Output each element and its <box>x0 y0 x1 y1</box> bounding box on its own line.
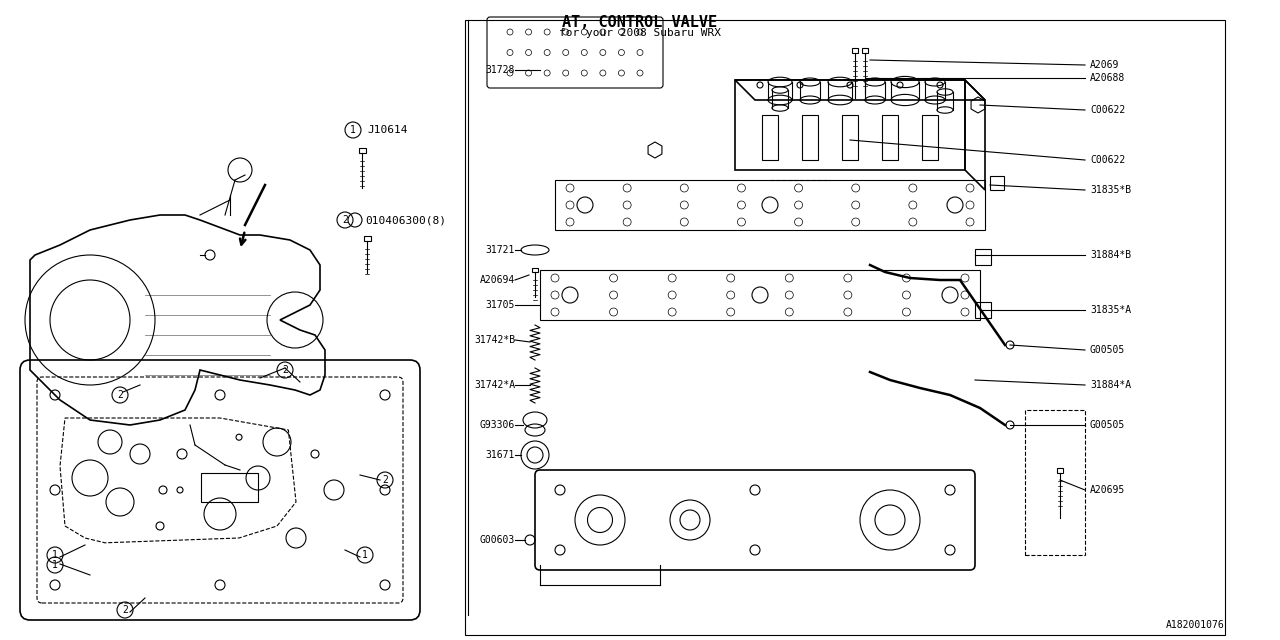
Text: 1: 1 <box>52 550 58 560</box>
Text: C00622: C00622 <box>1091 155 1125 165</box>
Text: 31835*A: 31835*A <box>1091 305 1132 315</box>
Text: 31705: 31705 <box>485 300 515 310</box>
Text: G00505: G00505 <box>1091 420 1125 430</box>
Bar <box>1025 410 1085 555</box>
Bar <box>861 47 868 52</box>
Text: 31742*A: 31742*A <box>474 380 515 390</box>
Bar <box>532 268 538 272</box>
Bar <box>882 115 899 160</box>
Text: J10614: J10614 <box>367 125 407 135</box>
Text: 31884*A: 31884*A <box>1091 380 1132 390</box>
Text: 2: 2 <box>122 605 128 615</box>
Text: 31884*B: 31884*B <box>1091 250 1132 260</box>
Bar <box>1057 467 1062 472</box>
Text: A182001076: A182001076 <box>1166 620 1225 630</box>
Text: 1: 1 <box>52 560 58 570</box>
Text: A20688: A20688 <box>1091 73 1125 83</box>
Text: 31721: 31721 <box>485 245 515 255</box>
Text: G00603: G00603 <box>480 535 515 545</box>
Text: A20694: A20694 <box>480 275 515 285</box>
Text: 31835*B: 31835*B <box>1091 185 1132 195</box>
Text: 31742*B: 31742*B <box>474 335 515 345</box>
Text: 1: 1 <box>362 550 367 560</box>
Bar <box>842 115 858 160</box>
Text: G93306: G93306 <box>480 420 515 430</box>
Text: 2: 2 <box>282 365 288 375</box>
Text: 010406300(8): 010406300(8) <box>365 215 445 225</box>
Text: A2069: A2069 <box>1091 60 1120 70</box>
Text: 2: 2 <box>116 390 123 400</box>
Bar <box>922 115 938 160</box>
Bar <box>762 115 778 160</box>
Text: G00505: G00505 <box>1091 345 1125 355</box>
Text: AT, CONTROL VALVE: AT, CONTROL VALVE <box>562 15 718 30</box>
Bar <box>852 47 858 52</box>
Bar <box>465 20 1225 635</box>
Bar <box>358 147 366 152</box>
Text: C00622: C00622 <box>1091 105 1125 115</box>
Bar <box>201 473 259 502</box>
Text: 2: 2 <box>342 215 348 225</box>
Bar <box>364 236 370 241</box>
Bar <box>989 176 1004 190</box>
Text: 31671: 31671 <box>485 450 515 460</box>
Bar <box>803 115 818 160</box>
Bar <box>975 249 991 265</box>
Text: for your 2008 Subaru WRX: for your 2008 Subaru WRX <box>559 28 721 38</box>
Text: 31728: 31728 <box>485 65 515 75</box>
Bar <box>975 302 991 318</box>
Text: 1: 1 <box>349 125 356 135</box>
Text: 2: 2 <box>381 475 388 485</box>
Text: A20695: A20695 <box>1091 485 1125 495</box>
